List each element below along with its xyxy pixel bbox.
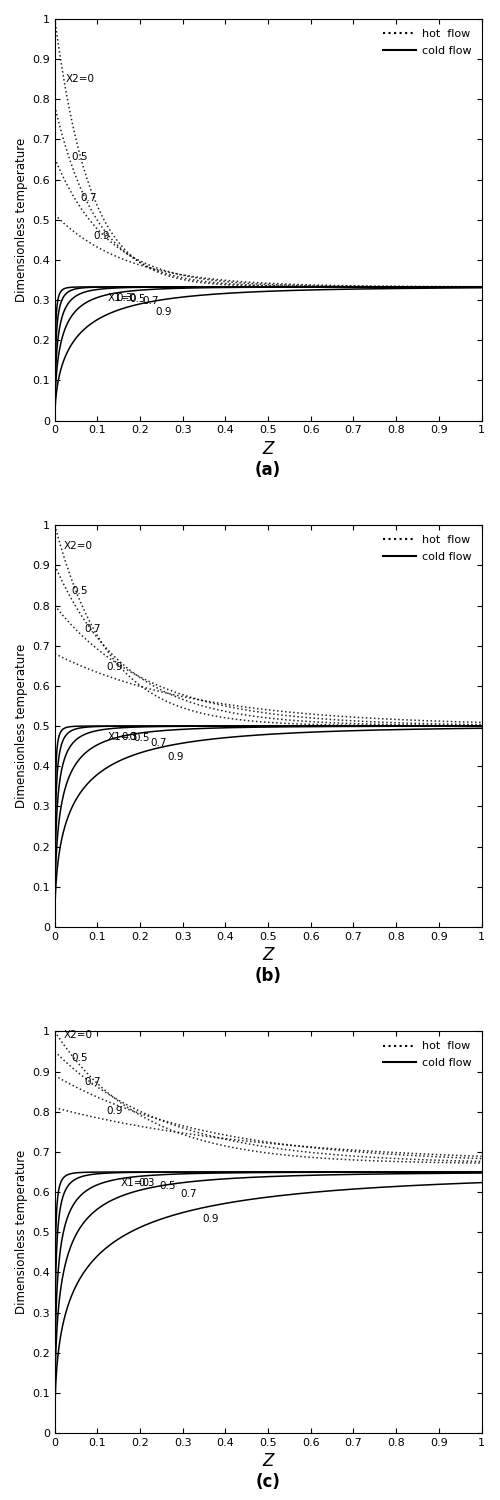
Text: X1=0: X1=0 (121, 1178, 150, 1188)
Text: 0.5: 0.5 (72, 1053, 88, 1064)
Text: 0.7: 0.7 (180, 1190, 197, 1198)
Text: 0.5: 0.5 (130, 294, 146, 303)
Text: X1=0: X1=0 (108, 732, 137, 742)
Text: X2=0: X2=0 (66, 75, 94, 84)
Text: 0.5: 0.5 (72, 585, 88, 596)
Text: 0.9: 0.9 (106, 662, 122, 672)
Text: 0.7: 0.7 (80, 194, 97, 204)
Text: 0.5: 0.5 (134, 734, 150, 744)
Legend: hot  flow, cold flow: hot flow, cold flow (378, 24, 476, 60)
Text: 0.7: 0.7 (151, 738, 168, 748)
Text: 0.9: 0.9 (93, 231, 110, 240)
X-axis label: Z: Z (262, 1452, 274, 1470)
Text: 0.3: 0.3 (121, 732, 138, 742)
Text: 0.9: 0.9 (202, 1215, 218, 1224)
Text: 0.9: 0.9 (106, 1106, 122, 1116)
Y-axis label: Dimensionless temperature: Dimensionless temperature (15, 644, 28, 808)
Y-axis label: Dimensionless temperature: Dimensionless temperature (15, 1150, 28, 1314)
Legend: hot  flow, cold flow: hot flow, cold flow (378, 1036, 476, 1072)
X-axis label: Z: Z (262, 440, 274, 458)
Text: 0.7: 0.7 (84, 1077, 101, 1088)
Text: 0.7: 0.7 (142, 296, 159, 306)
Legend: hot  flow, cold flow: hot flow, cold flow (378, 531, 476, 567)
Y-axis label: Dimensionless temperature: Dimensionless temperature (15, 138, 28, 302)
Text: (b): (b) (254, 968, 281, 986)
X-axis label: Z: Z (262, 946, 274, 964)
Text: X2=0: X2=0 (64, 1030, 92, 1039)
Text: 0.9: 0.9 (168, 753, 184, 762)
Text: X1=0: X1=0 (108, 292, 137, 303)
Text: 0.9: 0.9 (155, 308, 172, 318)
Text: 0.3: 0.3 (138, 1179, 154, 1188)
Text: (c): (c) (256, 1473, 280, 1491)
Text: 0.5: 0.5 (72, 152, 88, 162)
Text: 0.7: 0.7 (84, 624, 101, 634)
Text: 0.3: 0.3 (116, 292, 133, 303)
Text: (a): (a) (255, 460, 281, 478)
Text: X2=0: X2=0 (64, 542, 92, 550)
Text: 0.5: 0.5 (160, 1180, 176, 1191)
